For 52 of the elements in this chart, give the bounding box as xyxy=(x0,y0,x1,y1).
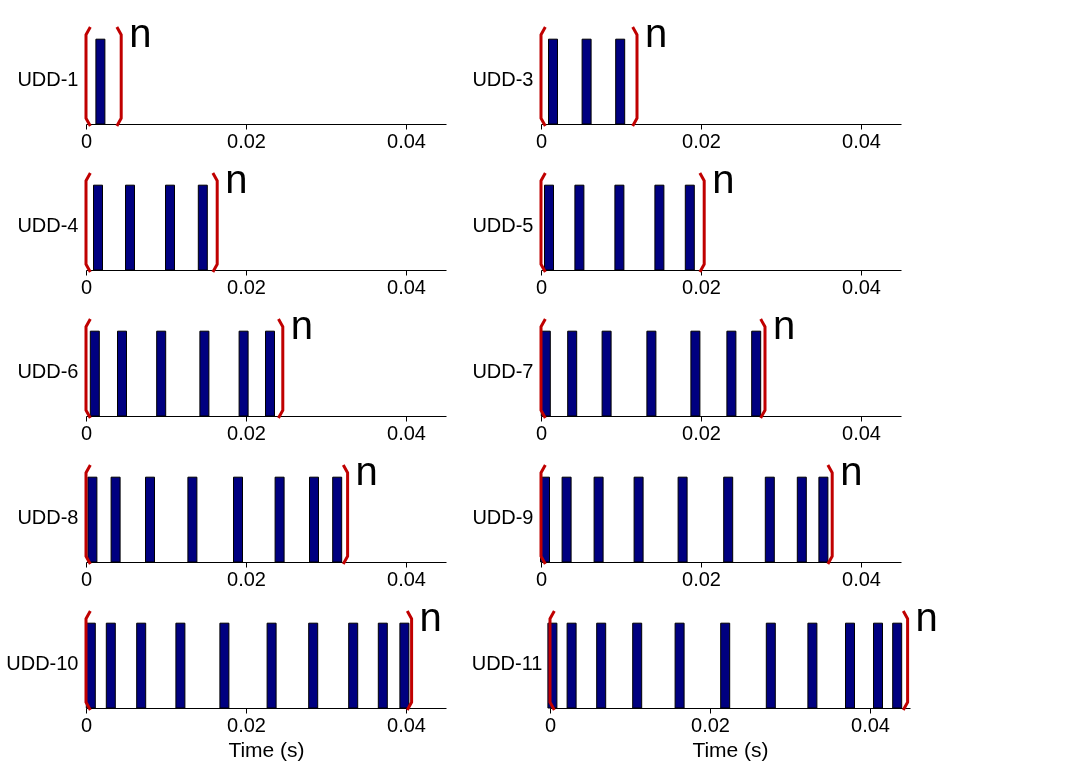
x-tick-label: 0 xyxy=(80,421,93,444)
x-tick-label: 0.02 xyxy=(227,275,266,298)
y-axis-title: UDD-9 xyxy=(472,505,534,528)
ref-line-label: n xyxy=(712,157,735,201)
x-axis-title: Time (s) xyxy=(228,737,305,761)
x-tick-label: 0.04 xyxy=(387,567,426,590)
ref-line-label: n xyxy=(290,303,314,347)
y-axis-title: UDD-8 xyxy=(17,505,79,528)
y-axis-title: UDD-3 xyxy=(472,67,534,90)
x-tick-label: 0 xyxy=(544,713,557,736)
x-tick-label: 0.04 xyxy=(842,567,881,590)
x-tick-label: 0.04 xyxy=(842,275,881,298)
x-tick-label: 0 xyxy=(80,129,93,152)
y-axis-title: UDD-11 xyxy=(471,651,543,674)
ref-line-label: n xyxy=(225,157,248,201)
ref-line-label: n xyxy=(419,595,442,639)
x-tick-label: 0.04 xyxy=(842,421,881,444)
x-tick-label: 0.04 xyxy=(387,713,426,736)
x-tick-label: 0 xyxy=(535,275,548,298)
x-tick-label: 0 xyxy=(535,421,548,444)
ref-line-label: n xyxy=(773,303,796,347)
ref-line-label: n xyxy=(915,595,938,639)
ref-line-label: n xyxy=(355,449,378,493)
ref-line-label: n xyxy=(840,449,863,493)
x-tick-label: 0.04 xyxy=(387,421,426,444)
x-tick-label: 0.04 xyxy=(842,129,881,152)
x-tick-label: 0.04 xyxy=(387,275,426,298)
x-tick-label: 0.02 xyxy=(227,129,266,152)
x-tick-label: 0.02 xyxy=(682,421,721,444)
y-axis-title: UDD-4 xyxy=(17,213,79,236)
x-tick-label: 0.02 xyxy=(682,129,721,152)
x-tick-label: 0.02 xyxy=(227,713,266,736)
y-axis-title: UDD-10 xyxy=(6,651,79,674)
x-tick-label: 0.02 xyxy=(682,275,721,298)
y-axis-title: UDD-7 xyxy=(472,359,534,382)
x-tick-label: 0.02 xyxy=(691,713,730,736)
x-tick-label: 0 xyxy=(535,567,548,590)
x-tick-label: 0.02 xyxy=(227,567,266,590)
ref-line-label: n xyxy=(645,11,668,55)
x-axis-title: Time (s) xyxy=(692,737,769,761)
x-tick-label: 0 xyxy=(80,275,93,298)
x-tick-label: 0.02 xyxy=(682,567,721,590)
x-tick-label: 0.04 xyxy=(851,713,890,736)
ref-line-label: n xyxy=(129,11,152,55)
x-tick-label: 0.04 xyxy=(387,129,426,152)
y-axis-title: UDD-1 xyxy=(17,67,79,90)
x-tick-label: 0 xyxy=(80,713,93,736)
x-tick-label: 0 xyxy=(80,567,93,590)
y-axis-title: UDD-5 xyxy=(472,213,534,236)
y-axis-title: UDD-6 xyxy=(17,359,79,382)
x-tick-label: 0 xyxy=(535,129,548,152)
x-tick-label: 0.02 xyxy=(227,421,266,444)
